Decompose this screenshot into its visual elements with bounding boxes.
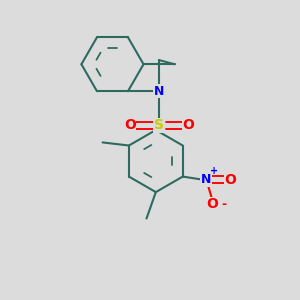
Text: N: N — [201, 173, 211, 186]
Text: O: O — [124, 118, 136, 132]
Text: -: - — [221, 198, 226, 211]
Text: N: N — [154, 85, 164, 98]
Text: +: + — [210, 166, 218, 176]
Text: O: O — [206, 197, 218, 211]
Text: S: S — [154, 118, 164, 132]
Text: O: O — [182, 118, 194, 132]
Text: O: O — [225, 173, 237, 187]
